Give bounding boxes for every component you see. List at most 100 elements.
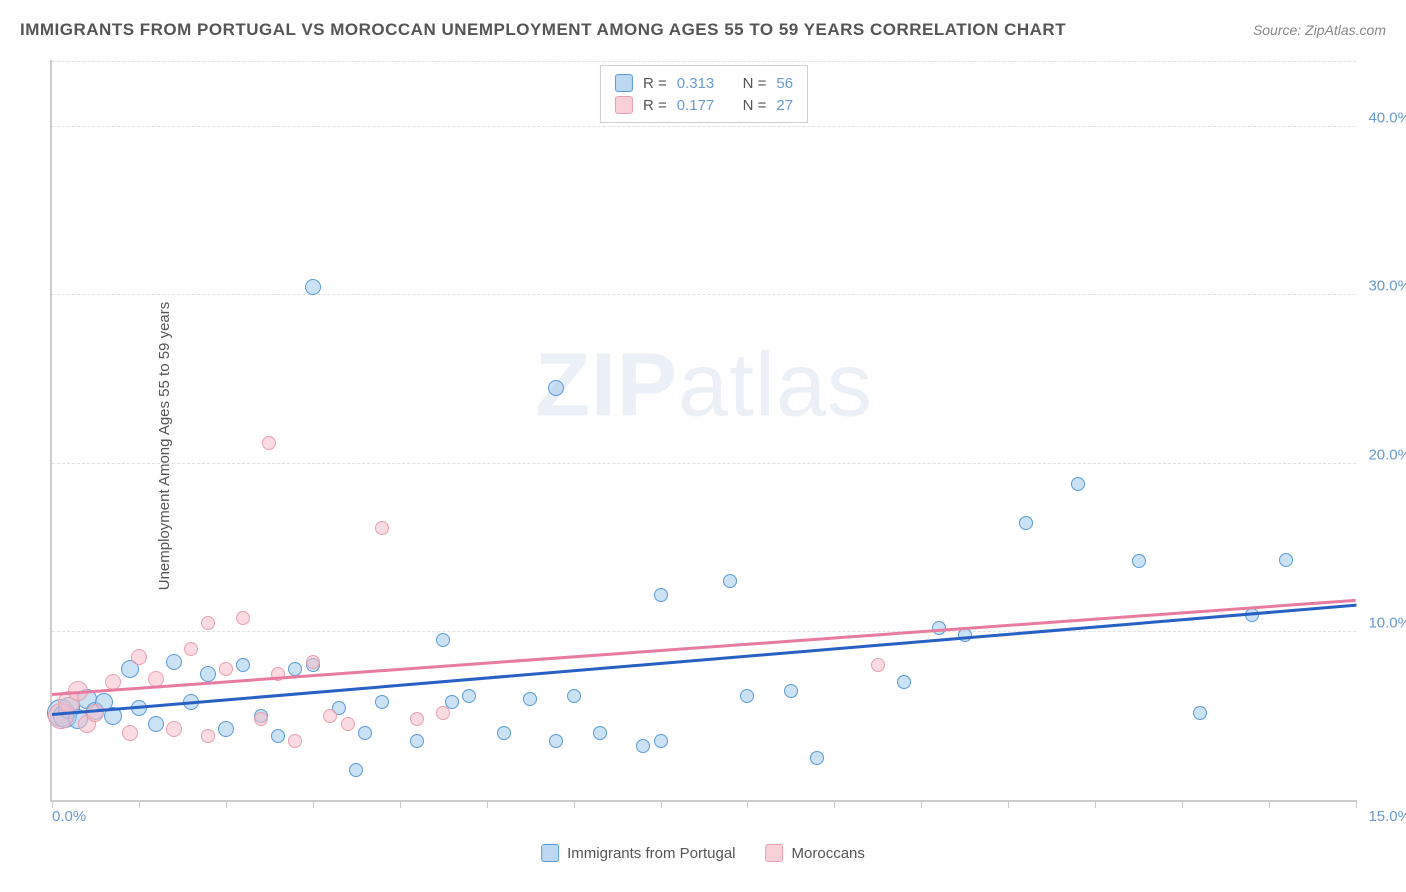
data-point bbox=[122, 725, 138, 741]
legend-item-portugal: Immigrants from Portugal bbox=[541, 844, 735, 862]
data-point bbox=[549, 734, 563, 748]
data-point bbox=[654, 734, 668, 748]
data-point bbox=[1071, 477, 1085, 491]
x-tick-label: 15.0% bbox=[1368, 808, 1406, 825]
data-point bbox=[871, 658, 885, 672]
data-point bbox=[184, 642, 198, 656]
data-point bbox=[201, 729, 215, 743]
data-point bbox=[897, 675, 911, 689]
correlation-legend: R = 0.313 N = 56 R = 0.177 N = 27 bbox=[600, 65, 808, 123]
data-point bbox=[436, 633, 450, 647]
data-point bbox=[358, 726, 372, 740]
correlation-legend-row-moroccans: R = 0.177 N = 27 bbox=[615, 94, 793, 116]
data-point bbox=[200, 666, 216, 682]
legend-label-moroccans: Moroccans bbox=[792, 845, 865, 862]
data-point bbox=[166, 654, 182, 670]
x-tick-mark bbox=[574, 800, 575, 808]
data-point bbox=[262, 436, 276, 450]
x-tick-mark bbox=[226, 800, 227, 808]
r-label: R = bbox=[643, 97, 667, 114]
data-point bbox=[236, 658, 250, 672]
r-label: R = bbox=[643, 75, 667, 92]
data-point bbox=[784, 684, 798, 698]
data-point bbox=[1193, 706, 1207, 720]
gridline bbox=[52, 463, 1356, 464]
x-tick-mark bbox=[1269, 800, 1270, 808]
data-point bbox=[636, 739, 650, 753]
data-point bbox=[567, 689, 581, 703]
x-tick-label: 0.0% bbox=[52, 808, 86, 825]
swatch-pink-icon bbox=[766, 844, 784, 862]
data-point bbox=[323, 709, 337, 723]
r-value-portugal: 0.313 bbox=[677, 75, 715, 92]
gridline bbox=[52, 126, 1356, 127]
gridline bbox=[52, 631, 1356, 632]
data-point bbox=[593, 726, 607, 740]
data-point bbox=[740, 689, 754, 703]
x-tick-mark bbox=[487, 800, 488, 808]
data-point bbox=[723, 574, 737, 588]
source-prefix: Source: bbox=[1253, 22, 1305, 38]
y-tick-label: 30.0% bbox=[1368, 278, 1406, 295]
data-point bbox=[166, 721, 182, 737]
data-point bbox=[131, 649, 147, 665]
data-point bbox=[306, 655, 320, 669]
y-tick-label: 10.0% bbox=[1368, 614, 1406, 631]
data-point bbox=[219, 662, 233, 676]
x-tick-mark bbox=[313, 800, 314, 808]
r-value-moroccans: 0.177 bbox=[677, 97, 715, 114]
data-point bbox=[436, 706, 450, 720]
data-point bbox=[288, 662, 302, 676]
x-tick-mark bbox=[139, 800, 140, 808]
data-point bbox=[1279, 553, 1293, 567]
x-tick-mark bbox=[1095, 800, 1096, 808]
y-tick-label: 20.0% bbox=[1368, 446, 1406, 463]
chart-title: IMMIGRANTS FROM PORTUGAL VS MOROCCAN UNE… bbox=[20, 20, 1066, 40]
scatter-plot: ZIPatlas R = 0.313 N = 56 R = 0.177 N = … bbox=[50, 60, 1356, 802]
data-point bbox=[410, 734, 424, 748]
data-point bbox=[1132, 554, 1146, 568]
n-label: N = bbox=[743, 75, 767, 92]
x-tick-mark bbox=[747, 800, 748, 808]
n-value-portugal: 56 bbox=[776, 75, 793, 92]
data-point bbox=[349, 763, 363, 777]
chart-area: Unemployment Among Ages 55 to 59 years Z… bbox=[50, 60, 1356, 832]
data-point bbox=[305, 279, 321, 295]
x-tick-mark bbox=[1182, 800, 1183, 808]
data-point bbox=[218, 721, 234, 737]
y-tick-label: 40.0% bbox=[1368, 110, 1406, 127]
n-value-moroccans: 27 bbox=[776, 97, 793, 114]
data-point bbox=[462, 689, 476, 703]
data-point bbox=[497, 726, 511, 740]
x-tick-mark bbox=[661, 800, 662, 808]
swatch-pink-icon bbox=[615, 96, 633, 114]
series-legend: Immigrants from Portugal Moroccans bbox=[541, 844, 865, 862]
data-point bbox=[148, 716, 164, 732]
data-point bbox=[375, 695, 389, 709]
x-tick-mark bbox=[921, 800, 922, 808]
source-name: ZipAtlas.com bbox=[1305, 22, 1386, 38]
n-label: N = bbox=[743, 97, 767, 114]
data-point bbox=[271, 729, 285, 743]
watermark-rest: atlas bbox=[678, 335, 873, 435]
x-tick-mark bbox=[52, 800, 53, 808]
data-point bbox=[341, 717, 355, 731]
watermark: ZIPatlas bbox=[535, 334, 873, 437]
gridline bbox=[52, 294, 1356, 295]
data-point bbox=[548, 380, 564, 396]
data-point bbox=[375, 521, 389, 535]
data-point bbox=[201, 616, 215, 630]
gridline bbox=[52, 61, 1356, 62]
source-attribution: Source: ZipAtlas.com bbox=[1253, 22, 1386, 38]
x-tick-mark bbox=[1356, 800, 1357, 808]
data-point bbox=[410, 712, 424, 726]
x-tick-mark bbox=[400, 800, 401, 808]
data-point bbox=[523, 692, 537, 706]
data-point bbox=[810, 751, 824, 765]
data-point bbox=[1019, 516, 1033, 530]
data-point bbox=[254, 712, 268, 726]
data-point bbox=[86, 704, 104, 722]
x-tick-mark bbox=[1008, 800, 1009, 808]
data-point bbox=[236, 611, 250, 625]
legend-item-moroccans: Moroccans bbox=[766, 844, 865, 862]
